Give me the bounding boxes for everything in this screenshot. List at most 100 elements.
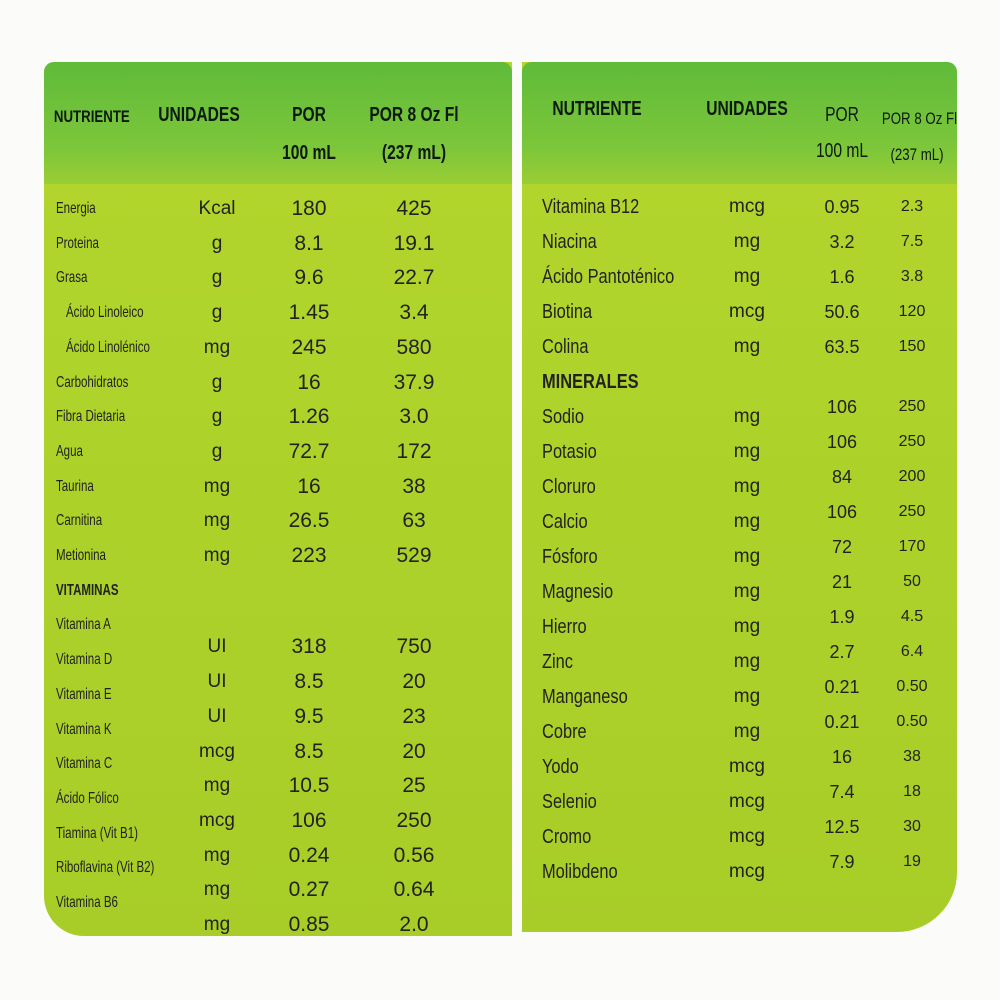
table-row: Riboflavina (Vit B2) mg 0.27 0.64: [44, 851, 512, 901]
value-per-100ml: 0.24: [288, 843, 330, 867]
value-per-100ml: 180: [291, 197, 327, 220]
value-per-100ml: 0.21: [824, 712, 860, 732]
unit: mcg: [729, 196, 765, 217]
unit: mg: [203, 336, 231, 358]
section-heading-row: VITAMINAS: [44, 574, 512, 608]
unit: mcg: [729, 826, 765, 847]
value-per-100ml: 0.27: [288, 878, 330, 902]
table-row: Metionina mg 223 529: [44, 539, 512, 573]
nutrient-name: Ácido Linoleico: [66, 304, 144, 322]
unit: mg: [733, 476, 761, 497]
header-units: UNIDADES: [158, 104, 240, 126]
value-per-8oz: 580: [396, 335, 432, 359]
nutrient-name: Niacina: [542, 231, 597, 253]
unit: mg: [733, 406, 761, 427]
value-per-8oz: 425: [396, 197, 432, 220]
header-per100-line1: POR: [825, 104, 859, 126]
nutrient-name: Ácido Pantoténico: [542, 266, 675, 288]
value-per-8oz: 250: [898, 433, 926, 450]
value-per-8oz: 20: [402, 739, 426, 763]
table-row: Selenio mcg 7.4 18: [522, 782, 957, 819]
unit: mg: [733, 511, 761, 532]
nutrient-name: Selenio: [542, 791, 597, 813]
nutrient-name: Vitamina B12: [542, 196, 640, 218]
value-per-100ml: 12.5: [824, 817, 860, 837]
value-per-100ml: 9.5: [294, 704, 324, 728]
unit: mcg: [199, 809, 235, 831]
table-row: Fósforo mg 72 170: [522, 537, 957, 574]
value-per-100ml: 10.5: [288, 774, 330, 798]
nutrient-name: Vitamina E: [56, 685, 112, 703]
header-per8-line2: (237 mL): [381, 142, 447, 164]
value-per-8oz: 0.50: [896, 713, 928, 730]
nutrient-name: Taurina: [56, 477, 94, 495]
unit: mg: [203, 914, 231, 935]
nutrient-name: Cromo: [542, 826, 592, 848]
value-per-100ml: 21: [831, 572, 853, 592]
value-per-8oz: 6.4: [900, 643, 924, 660]
unit: mg: [203, 545, 231, 566]
table-row: Potasio mg 106 250: [522, 432, 957, 469]
value-per-8oz: 3.8: [900, 268, 924, 285]
unit: mg: [203, 775, 231, 797]
unit: mg: [733, 266, 761, 287]
value-per-100ml: 50.6: [824, 302, 860, 322]
value-per-100ml: 0.85: [288, 913, 330, 936]
value-per-100ml: 8.5: [294, 739, 324, 763]
nutrient-name: Ácido Fólico: [56, 789, 119, 807]
table-row: Cromo mcg 12.5 30: [522, 817, 957, 854]
table-row: Ácido Linoleico g 1.45 3.4: [44, 296, 512, 330]
unit: mg: [733, 441, 761, 462]
table-row: Vitamina A UI 318 750: [44, 608, 512, 658]
value-per-8oz: 20: [402, 670, 426, 694]
nutrient-name: Vitamina B6: [56, 894, 118, 911]
unit: mcg: [729, 301, 765, 322]
header-nutrient: NUTRIENTE: [53, 107, 130, 126]
value-per-8oz: 0.64: [393, 878, 435, 902]
unit: mcg: [199, 740, 235, 762]
table-row: Energia Kcal 180 425: [44, 192, 512, 226]
unit: mcg: [729, 861, 765, 882]
table-row: Ácido Linolénico mg 245 580: [44, 331, 512, 365]
table-row: Carbohidratos g 16 37.9: [44, 366, 512, 400]
header-per100-line2: 100 mL: [815, 140, 869, 162]
value-per-100ml: 9.6: [294, 266, 324, 290]
nutrient-name: Tiamina (Vit B1): [56, 824, 138, 842]
unit: mg: [203, 879, 231, 901]
nutrient-name: Fibra Dietaria: [56, 408, 126, 426]
value-per-100ml: 0.21: [824, 677, 860, 697]
value-per-100ml: 106: [291, 808, 327, 832]
value-per-100ml: 1.9: [829, 607, 855, 627]
unit: mcg: [729, 756, 765, 777]
nutrient-name: Energia: [56, 200, 96, 217]
value-per-100ml: 7.4: [829, 782, 855, 802]
unit: g: [211, 440, 223, 462]
nutrient-name: Cobre: [542, 721, 587, 743]
value-per-8oz: 2.3: [900, 198, 924, 215]
nutrient-name: Manganeso: [542, 686, 628, 708]
value-per-100ml: 7.9: [829, 852, 855, 872]
table-row: Calcio mg 106 250: [522, 502, 957, 539]
nutrient-name: Carnitina: [56, 512, 103, 530]
value-per-8oz: 750: [396, 635, 432, 659]
header-per8-line2: (237 mL): [890, 145, 944, 164]
value-per-100ml: 26.5: [288, 509, 330, 533]
unit: mg: [203, 844, 231, 866]
value-per-8oz: 0.56: [393, 843, 435, 867]
nutrient-name: Magnesio: [542, 581, 614, 603]
value-per-8oz: 0.50: [896, 678, 928, 695]
table-row: Vitamina E UI 9.5 23: [44, 678, 512, 728]
value-per-8oz: 22.7: [393, 266, 435, 290]
section-heading-row: MINERALES: [522, 365, 957, 399]
value-per-8oz: 170: [898, 538, 926, 555]
nutrient-name: Colina: [542, 336, 589, 358]
nutrient-name: Calcio: [542, 511, 588, 533]
unit: mcg: [729, 791, 765, 812]
unit: mg: [203, 510, 231, 532]
unit: g: [211, 232, 223, 254]
value-per-100ml: 106: [826, 397, 858, 417]
value-per-8oz: 200: [898, 468, 926, 485]
nutrient-name: Hierro: [542, 616, 587, 638]
value-per-8oz: 63: [402, 509, 426, 533]
value-per-8oz: 529: [396, 544, 432, 567]
